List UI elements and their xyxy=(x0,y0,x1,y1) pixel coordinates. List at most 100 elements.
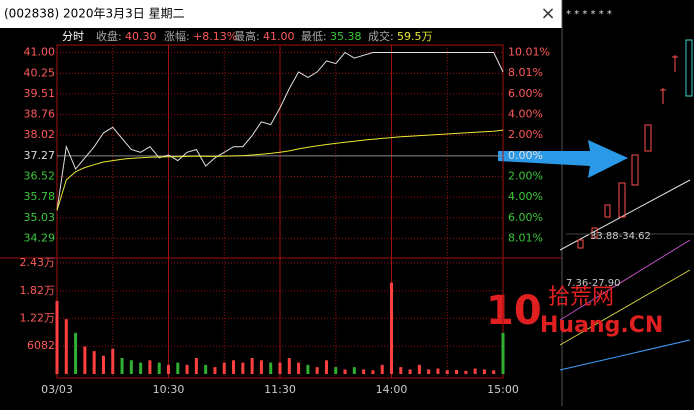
candle xyxy=(685,39,693,97)
y2-tick-label: 10.01% xyxy=(508,45,550,58)
x-tick-label: 15:00 xyxy=(487,383,519,396)
volume-bar xyxy=(492,370,496,374)
y-tick-label: 35.03 xyxy=(24,211,56,224)
volume-bar xyxy=(343,369,347,374)
ma-line xyxy=(559,269,691,346)
volume-bar xyxy=(120,358,124,374)
volume-bar xyxy=(371,370,375,374)
title-bar xyxy=(0,0,562,28)
header-value: 40.30 xyxy=(125,30,157,43)
y-tick-label: 1.82万 xyxy=(20,284,56,297)
x-tick-label: 11:30 xyxy=(264,383,296,396)
volume-bar xyxy=(473,368,477,374)
x-tick-label: 03/03 xyxy=(41,383,73,396)
header-mode: 分时 xyxy=(62,30,84,43)
volume-bar xyxy=(501,332,505,374)
y2-tick-label: 8.01% xyxy=(508,66,543,79)
header-label: 最高: xyxy=(234,29,260,43)
volume-bar xyxy=(194,358,198,374)
header-value: +8.13% xyxy=(193,30,237,43)
candle xyxy=(644,124,652,152)
header-label: 涨幅: xyxy=(164,30,190,43)
price-line xyxy=(56,51,504,211)
y-tick-label: 38.76 xyxy=(24,108,56,121)
volume-bar xyxy=(306,364,310,374)
volume-bar xyxy=(427,369,431,374)
y-tick-label: 40.25 xyxy=(24,66,56,79)
volume-bar xyxy=(399,367,403,374)
volume-bar xyxy=(278,362,282,374)
volume-bar xyxy=(464,370,468,374)
volume-bar xyxy=(148,360,152,374)
x-tick-label: 10:30 xyxy=(153,383,185,396)
volume-bar xyxy=(390,282,393,374)
volume-bar xyxy=(324,360,328,374)
header-label: 成交: xyxy=(368,29,394,43)
side-label: 7.36-27.90 xyxy=(566,278,621,289)
volume-bar xyxy=(213,367,217,374)
volume-bar xyxy=(139,362,143,374)
y2-tick-label: 8.01% xyxy=(508,232,543,245)
volume-bar xyxy=(111,348,115,374)
y-tick-label: 39.51 xyxy=(24,87,56,100)
watermark-name: 拾荒网 xyxy=(548,285,614,310)
close-button[interactable]: × xyxy=(540,3,555,24)
volume-bar xyxy=(408,369,412,374)
volume-bar xyxy=(167,364,170,374)
x-tick-label: 14:00 xyxy=(376,383,408,396)
candle xyxy=(631,154,639,186)
header-value: 41.00 xyxy=(263,30,295,43)
volume-bar xyxy=(204,364,208,374)
y-tick-label: 35.78 xyxy=(24,190,56,203)
volume-bar xyxy=(241,362,245,374)
y-tick-label: 34.29 xyxy=(24,231,56,244)
volume-bar xyxy=(250,358,254,374)
watermark: 10 拾荒网 Huang.CN xyxy=(486,285,663,338)
y2-tick-label: 4.00% xyxy=(508,190,543,203)
volume-bar xyxy=(352,367,356,374)
candle xyxy=(618,182,626,218)
volume-bar xyxy=(176,362,180,374)
volume-bar xyxy=(315,367,319,374)
volume-bar xyxy=(74,332,78,374)
y-tick-label: 36.52 xyxy=(24,170,56,183)
volume-bar xyxy=(380,364,384,374)
volume-bar xyxy=(269,362,273,374)
header-value: 59.5万 xyxy=(397,30,433,43)
y2-tick-label: 6.00% xyxy=(508,211,543,224)
arrow xyxy=(498,140,628,178)
volume-bar xyxy=(455,369,459,374)
volume-bar xyxy=(64,319,68,374)
price-line xyxy=(56,129,504,211)
y2-tick-label: 6.00% xyxy=(508,87,543,100)
y-tick-label: 2.43万 xyxy=(20,256,56,269)
y2-tick-label: 2.00% xyxy=(508,170,543,183)
volume-bar xyxy=(232,360,236,374)
y-tick-label: 1.22万 xyxy=(20,311,56,324)
volume-bar xyxy=(157,362,161,374)
ma-line xyxy=(559,339,691,371)
y-tick-label: 37.27 xyxy=(24,149,56,162)
header-value: 35.38 xyxy=(330,30,362,43)
volume-bar xyxy=(287,358,291,374)
candle xyxy=(577,239,584,249)
y-tick-label: 41.00 xyxy=(24,46,56,59)
header-label: 收盘: xyxy=(96,29,122,43)
y2-tick-label: 4.00% xyxy=(508,108,543,121)
volume-bar xyxy=(222,362,226,374)
window-title: (002838) 2020年3月3日 星期二 xyxy=(4,7,185,21)
volume-bar xyxy=(334,367,338,374)
volume-bar xyxy=(436,368,440,374)
y-tick-label: 38.02 xyxy=(24,128,56,141)
y2-tick-label: 2.00% xyxy=(508,128,543,141)
volume-bar xyxy=(129,360,133,374)
volume-bar xyxy=(55,300,59,374)
volume-bar xyxy=(83,346,87,374)
volume-bar xyxy=(362,369,366,374)
header-label: 最低: xyxy=(301,30,327,43)
y-tick-label: 6082 xyxy=(27,339,55,352)
watermark-mark: 10 xyxy=(486,288,542,334)
volume-bar xyxy=(259,360,263,374)
